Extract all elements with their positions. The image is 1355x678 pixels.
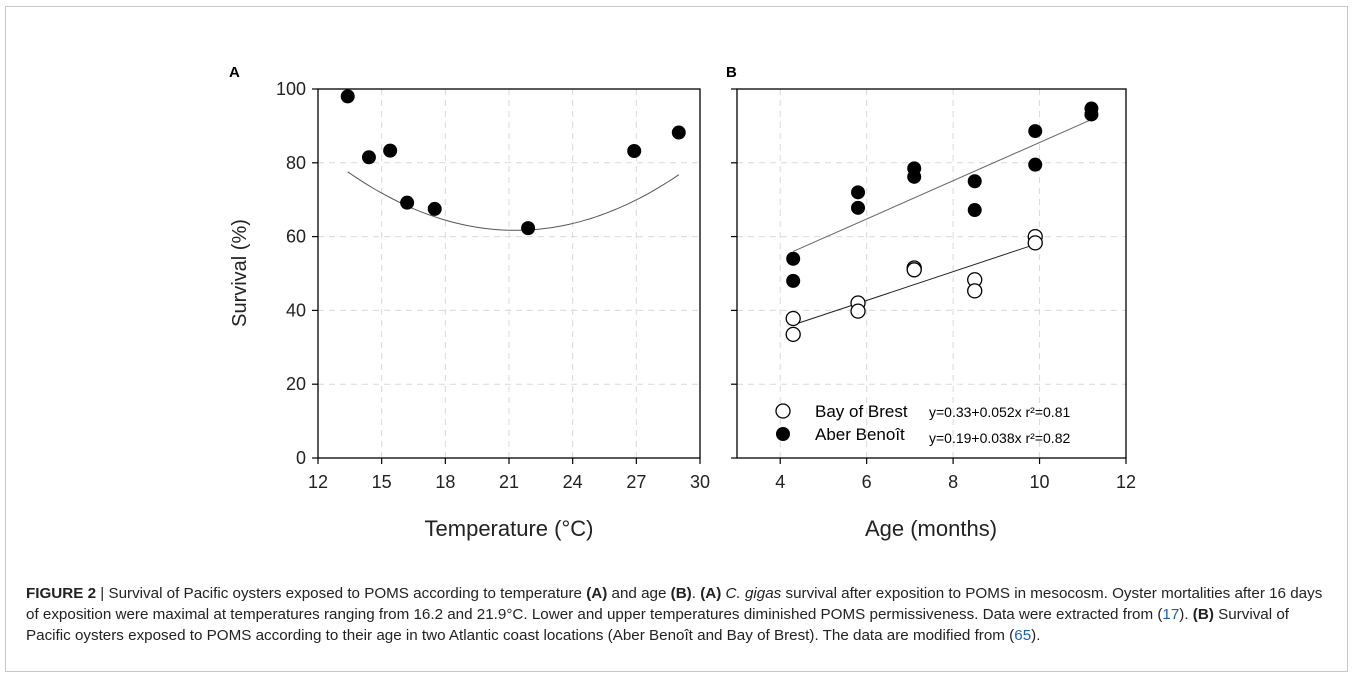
panel-a-points [340,89,686,236]
panel-a-y-tick-label: 60 [286,227,306,247]
panel-a-y-tick-label: 100 [276,79,306,99]
figure-charts: A 12 15 18 21 24 27 30 0 20 40 60 80 100 Temperature… [229,64,1136,541]
panel-b-point-bay-of-brest [906,262,922,278]
panel-b-point-bay-of-brest [850,303,866,319]
legend-marker-bay-of-brest [775,403,791,419]
panel-b-ticks: 4 6 8 10 12 [731,88,1136,492]
panel-a-x-tick-label: 24 [563,472,583,492]
panel-b-point-bay-of-brest [1027,235,1043,251]
panel-b-point-bay-of-brest [785,326,801,343]
panel-b-point-aber-benoit [786,273,801,288]
caption-label: FIGURE 2 [26,585,97,602]
panel-b-fit-line-aber-benoit [792,119,1092,252]
caption-text: ). [1179,606,1193,623]
panel-a-x-tick-label: 12 [308,472,328,492]
panel-a-y-tick-label: 40 [286,300,306,320]
legend-marker-aber-benoit [776,427,790,441]
panel-a-data-point [340,89,355,104]
legend-label-aber-benoit: Aber Benoît [815,425,905,444]
panel-a-grid [318,89,700,458]
figure-caption: FIGURE 2 | Survival of Pacific oysters e… [26,583,1334,646]
panel-a-fit-curve [347,171,680,231]
panel-a-data-point [361,150,376,165]
caption-text: . [691,585,701,602]
panel-b-x-tick-label: 4 [775,472,785,492]
panel-b-legend: Bay of Brest y=0.33+0.052x r²=0.81 Aber … [775,402,1070,446]
panel-b-point-aber-benoit [1084,107,1099,122]
panel-a-data-point [627,143,642,158]
panel-b-point-bay-of-brest [967,283,983,299]
panel-b-point-aber-benoit [786,251,801,266]
panel-b-x-tick-label: 12 [1116,472,1136,492]
caption-ref-a: (A) [586,585,608,602]
panel-b-x-tick-label: 6 [862,472,872,492]
panel-a-y-tick-label: 80 [286,153,306,173]
panel-a-x-label: Temperature (°C) [425,516,594,541]
legend-label-bay-of-brest: Bay of Brest [815,402,908,421]
caption-text: ). [1031,627,1041,644]
caption-species: C. gigas [725,585,782,602]
caption-ref-a: (A) [700,585,722,602]
panel-a: A 12 15 18 21 24 27 30 0 20 40 60 80 100 Temperature… [229,64,710,541]
panel-b: B 4 6 8 10 12 Bay of Brest y=0.33+0.052x r²=… [726,64,1136,541]
panel-b-point-aber-benoit [967,174,982,189]
panel-b-point-bay-of-brest [785,310,801,327]
panel-b-x-tick-label: 10 [1030,472,1050,492]
panel-a-data-point [400,195,415,210]
figure-frame [5,6,1348,672]
panel-a-y-tick-label: 0 [296,448,306,468]
panel-b-point-aber-benoit [967,203,982,218]
caption-text: Survival of Pacific oysters exposed to P… [108,585,587,602]
citation-link-17[interactable]: 17 [1162,606,1180,623]
panel-b-x-tick-label: 8 [948,472,958,492]
caption-text: survival after exposition to POMS in mes… [26,585,1323,623]
caption-ref-b: (B) [1192,606,1214,623]
panel-b-x-label: Age (months) [865,516,997,541]
panel-a-x-tick-label: 18 [435,472,455,492]
citation-link-65[interactable]: 65 [1014,627,1032,644]
panel-a-ticks: 12 15 18 21 24 27 30 0 20 40 60 80 100 [276,79,710,492]
legend-equation-aber-benoit: y=0.19+0.038x r²=0.82 [929,430,1070,446]
panel-a-x-tick-label: 27 [626,472,646,492]
panel-a-data-point [671,125,686,140]
panel-b-points [785,101,1099,343]
caption-ref-b: (B) [670,585,692,602]
panel-a-y-label: Survival (%) [229,219,251,327]
panel-a-data-point [521,221,536,236]
panel-a-letter: A [229,64,240,81]
caption-text: and age [607,585,671,602]
panel-a-data-point [427,201,442,216]
legend-equation-bay-of-brest: y=0.33+0.052x r²=0.81 [929,404,1070,420]
panel-a-x-tick-label: 15 [372,472,392,492]
panel-a-x-tick-label: 21 [499,472,519,492]
panel-a-data-point [383,143,398,158]
caption-sep: | [96,585,109,602]
panel-a-y-tick-label: 20 [286,374,306,394]
panel-b-fit-line-bay-of-brest [793,243,1036,326]
panel-b-grid [737,89,1126,458]
panel-b-letter: B [726,64,737,81]
panel-b-point-aber-benoit [851,200,866,215]
panel-a-x-tick-label: 30 [690,472,710,492]
panel-b-point-aber-benoit [907,169,922,184]
panel-b-plot-border [736,88,1127,459]
panel-b-point-aber-benoit [851,185,866,200]
panel-b-point-aber-benoit [1028,124,1043,139]
panel-b-point-aber-benoit [1028,157,1043,172]
caption-text: Survival of Pacific oysters exposed to P… [26,606,1290,644]
